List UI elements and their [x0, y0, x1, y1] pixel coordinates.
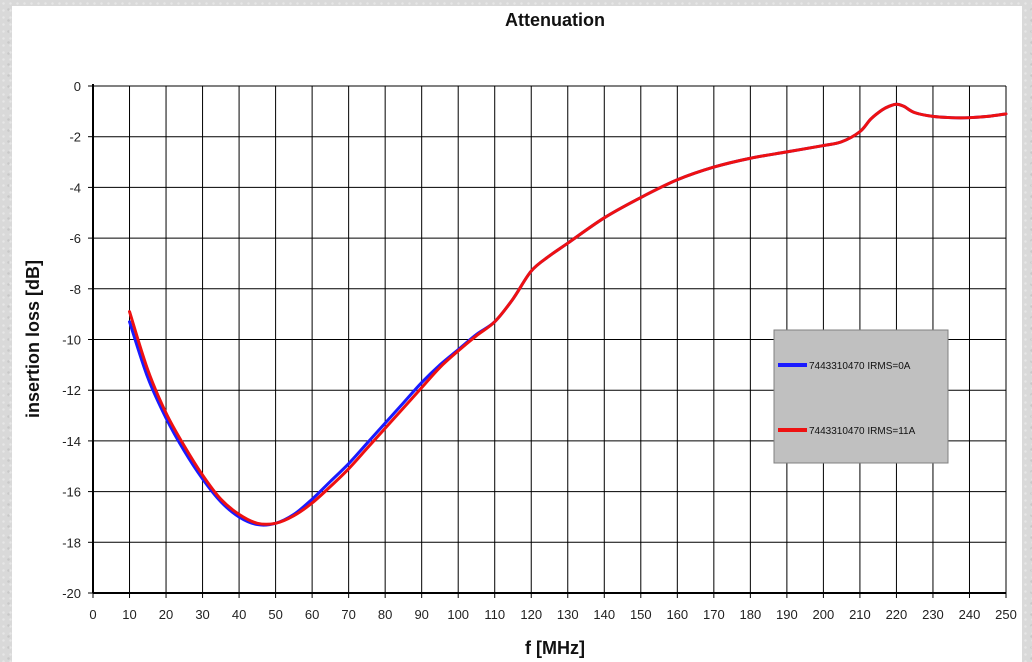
x-tick-label: 210 [849, 607, 871, 622]
y-tick-label: -4 [69, 180, 81, 195]
chart-panel: Attenuation 0 10 20 30 40 50 60 70 80 90 100 110 120… [12, 6, 1022, 662]
y-tick-label: -2 [69, 130, 81, 145]
x-tick-label: 150 [630, 607, 652, 622]
x-tick-label: 140 [593, 607, 615, 622]
x-tick-label: 240 [959, 607, 981, 622]
chart-title: Attenuation [505, 10, 605, 30]
x-tick-label: 40 [232, 607, 246, 622]
x-tick-label: 100 [447, 607, 469, 622]
tick-labels: 0 10 20 30 40 50 60 70 80 90 100 110 120 130 140 150 160… [62, 79, 1017, 622]
y-tick-label: 0 [74, 79, 81, 94]
y-tick-label: -20 [62, 586, 81, 601]
y-tick-label: -18 [62, 535, 81, 550]
x-tick-label: 190 [776, 607, 798, 622]
series-line-1 [128, 102, 1008, 526]
x-tick-label: 90 [414, 607, 428, 622]
y-tick-label: -16 [62, 485, 81, 500]
y-tick-label: -8 [69, 282, 81, 297]
x-tick-label: 250 [995, 607, 1017, 622]
x-tick-label: 230 [922, 607, 944, 622]
x-tick-label: 120 [520, 607, 542, 622]
y-tick-label: -6 [69, 231, 81, 246]
chart-svg: Attenuation 0 10 20 30 40 50 60 70 80 90 100 110 120… [23, 10, 1017, 658]
x-tick-label: 70 [341, 607, 355, 622]
x-tick-label: 50 [268, 607, 282, 622]
x-tick-label: 60 [305, 607, 319, 622]
x-tick-label: 130 [557, 607, 579, 622]
legend-box [773, 329, 949, 464]
x-tick-label: 0 [89, 607, 96, 622]
x-tick-label: 200 [813, 607, 835, 622]
x-tick-label: 160 [666, 607, 688, 622]
y-tick-label: -14 [62, 434, 81, 449]
x-tick-label: 30 [195, 607, 209, 622]
x-tick-label: 170 [703, 607, 725, 622]
x-tick-label: 10 [122, 607, 136, 622]
y-tick-label: -12 [62, 383, 81, 398]
x-tick-label: 20 [159, 607, 173, 622]
x-tick-label: 180 [740, 607, 762, 622]
legend: 7443310470 IRMS=0A 7443310470 IRMS=11A [773, 329, 949, 464]
x-axis-label: f [MHz] [525, 638, 585, 658]
legend-label-0: 7443310470 IRMS=0A [809, 361, 911, 372]
y-tick-label: -10 [62, 333, 81, 348]
series-lines [128, 102, 1008, 527]
x-tick-label: 110 [484, 607, 505, 622]
x-tick-label: 220 [886, 607, 908, 622]
y-axis-label: insertion loss [dB] [23, 260, 43, 418]
legend-label-1: 7443310470 IRMS=11A [809, 426, 916, 437]
x-tick-label: 80 [378, 607, 392, 622]
